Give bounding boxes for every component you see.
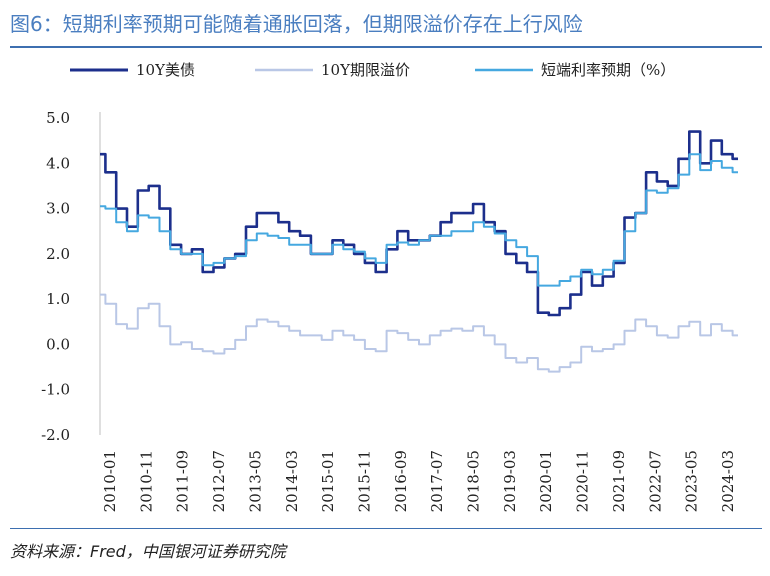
legend: 10Y美债 10Y期限溢价 短端利率预期（%） <box>70 61 675 79</box>
y-tick-label: 0.0 <box>46 335 70 353</box>
x-tick-label: 2013-05 <box>246 450 264 512</box>
source-divider <box>10 528 762 529</box>
y-tick-label: 1.0 <box>46 290 70 308</box>
series-line-0 <box>100 130 738 317</box>
y-tick-label: 2.0 <box>46 245 70 263</box>
x-tick-label: 2024-03 <box>719 450 737 512</box>
x-tick-label: 2019-03 <box>501 450 519 512</box>
legend-label: 10Y期限溢价 <box>321 61 410 79</box>
x-tick-label: 2017-07 <box>428 450 446 512</box>
y-tick-labels: 5.0 4.0 3.0 2.0 1.0 0.0 -1.0 -2.0 <box>41 109 70 444</box>
x-tick-label: 2020-01 <box>537 450 555 512</box>
source-note: 资料来源：Fred，中国银河证券研究院 <box>10 542 286 561</box>
y-tick-label: -2.0 <box>41 426 70 444</box>
x-tick-label: 2020-11 <box>574 450 592 512</box>
x-tick-label: 2021-09 <box>610 450 628 512</box>
x-tick-label: 2010-11 <box>137 450 155 512</box>
y-tick-label: 3.0 <box>46 200 70 218</box>
x-tick-label: 2012-07 <box>210 450 228 512</box>
title-divider <box>10 46 762 48</box>
legend-label: 10Y美债 <box>136 61 195 79</box>
chart-title: 图6：短期利率预期可能随着通胀回落，但期限溢价存在上行风险 <box>10 12 583 36</box>
line-chart: 5.0 4.0 3.0 2.0 1.0 0.0 -1.0 -2.0 2010-01 2010-11… <box>41 61 738 512</box>
y-tick-label: -1.0 <box>41 381 70 399</box>
x-tick-label: 2022-07 <box>646 450 664 512</box>
x-tick-labels: 2010-01 2010-11 2011-09 2012-07 2013-05 2014-… <box>101 450 737 512</box>
x-tick-label: 2018-05 <box>465 450 483 512</box>
x-tick-label: 2010-01 <box>101 450 119 512</box>
x-tick-label: 2016-09 <box>392 450 410 512</box>
x-tick-label: 2023-05 <box>683 450 701 512</box>
series-line-1 <box>100 293 738 373</box>
series-line-2 <box>100 153 738 287</box>
x-tick-label: 2015-01 <box>319 450 337 512</box>
x-tick-label: 2014-03 <box>283 450 301 512</box>
y-tick-label: 4.0 <box>46 154 70 172</box>
x-tick-label: 2015-11 <box>355 450 373 512</box>
y-tick-label: 5.0 <box>46 109 70 127</box>
legend-label: 短端利率预期（%） <box>541 61 675 79</box>
x-tick-label: 2011-09 <box>174 450 192 512</box>
